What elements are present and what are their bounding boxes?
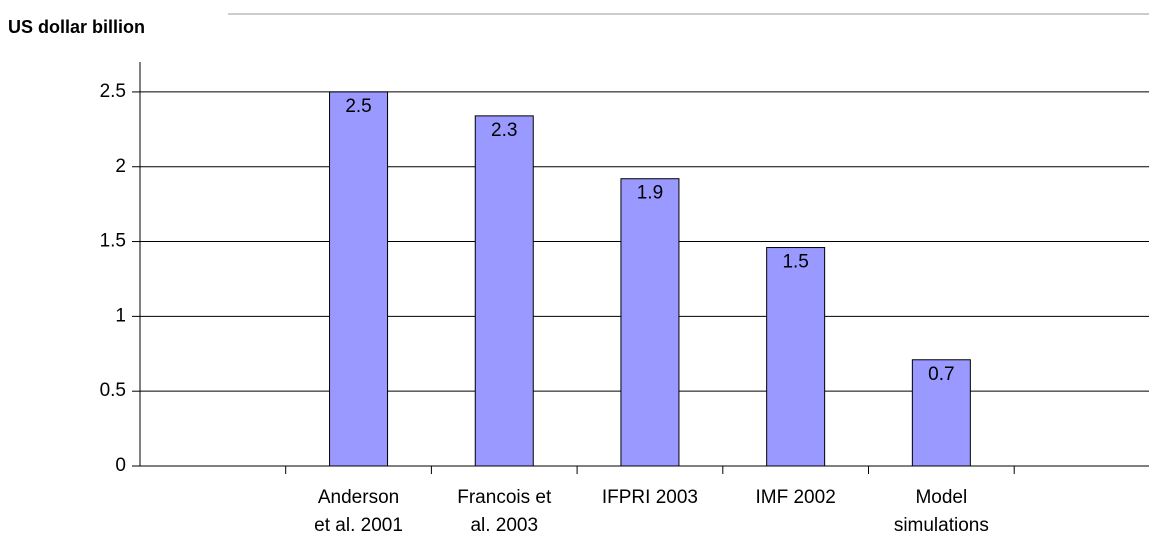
x-tick-label: Francois et al. 2003 <box>457 487 552 536</box>
y-tick-label: 2 <box>115 156 126 177</box>
data-label: 1.9 <box>637 183 663 204</box>
y-tick-label: 1.5 <box>100 231 126 252</box>
y-tick-label: 2.5 <box>100 81 126 102</box>
y-tick-label: 0.5 <box>100 380 126 401</box>
bar <box>766 247 826 467</box>
data-label: 2.3 <box>491 120 517 141</box>
y-tick-label: 1 <box>115 305 126 326</box>
bar <box>620 178 680 467</box>
chart-title: US dollar billion <box>8 17 145 37</box>
y-tick-label: 0 <box>115 455 126 476</box>
data-label: 0.7 <box>928 364 954 385</box>
x-tick-label: Model simulations <box>893 487 989 536</box>
bar <box>911 359 971 467</box>
x-tick-label: IMF 2002 <box>755 487 836 508</box>
bar <box>474 115 534 467</box>
x-tick-label: Anderson et al. 2001 <box>314 487 403 536</box>
data-label: 2.5 <box>345 96 371 117</box>
data-label: 1.5 <box>782 252 808 273</box>
x-tick-label: IFPRI 2003 <box>601 487 698 508</box>
bar <box>329 91 389 467</box>
